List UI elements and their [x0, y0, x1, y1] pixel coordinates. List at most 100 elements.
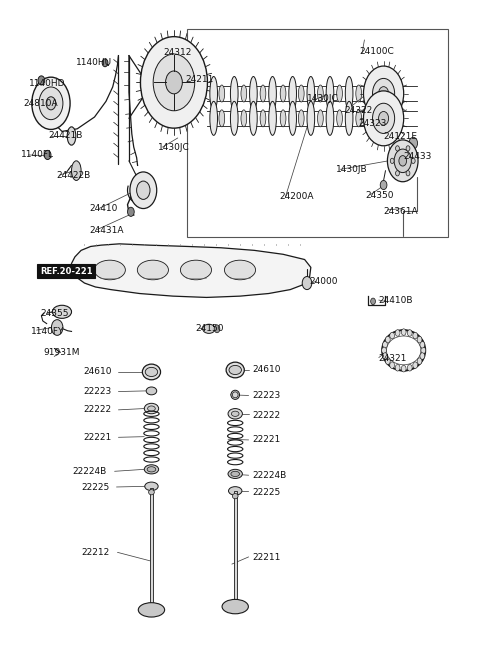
Ellipse shape — [229, 365, 241, 375]
Ellipse shape — [356, 110, 361, 127]
Circle shape — [394, 149, 411, 173]
Circle shape — [166, 71, 182, 94]
Circle shape — [395, 365, 400, 371]
Circle shape — [363, 66, 404, 121]
Text: 24323: 24323 — [359, 119, 387, 128]
Text: 24150: 24150 — [195, 324, 224, 333]
Text: 24000: 24000 — [310, 277, 338, 286]
Text: 22225: 22225 — [252, 488, 280, 496]
Ellipse shape — [307, 77, 315, 111]
Circle shape — [408, 365, 412, 371]
Ellipse shape — [145, 482, 158, 491]
Circle shape — [380, 180, 387, 189]
Text: 24211: 24211 — [185, 75, 214, 84]
Circle shape — [363, 91, 404, 146]
Circle shape — [396, 146, 399, 151]
Text: 91931M: 91931M — [44, 348, 80, 357]
Text: 22221: 22221 — [252, 436, 280, 445]
FancyBboxPatch shape — [37, 264, 96, 278]
Circle shape — [390, 362, 395, 369]
Ellipse shape — [250, 102, 257, 136]
Circle shape — [420, 353, 425, 360]
Circle shape — [141, 37, 207, 128]
Ellipse shape — [231, 472, 240, 477]
Circle shape — [46, 97, 56, 110]
Ellipse shape — [269, 102, 276, 136]
Text: 22224B: 22224B — [252, 471, 286, 479]
Circle shape — [39, 87, 63, 120]
Circle shape — [379, 111, 389, 125]
Ellipse shape — [145, 367, 157, 377]
Text: 1430JC: 1430JC — [307, 94, 339, 103]
Bar — [234, 491, 237, 605]
Text: 22225: 22225 — [82, 483, 110, 492]
Ellipse shape — [280, 85, 286, 102]
Circle shape — [387, 140, 418, 181]
Circle shape — [406, 146, 410, 151]
Text: 24350: 24350 — [365, 191, 394, 200]
Text: 24431A: 24431A — [90, 226, 124, 235]
Circle shape — [417, 358, 422, 364]
Circle shape — [137, 181, 150, 199]
Ellipse shape — [356, 85, 361, 102]
Ellipse shape — [299, 85, 304, 102]
Text: 24322: 24322 — [344, 106, 372, 115]
Circle shape — [383, 353, 387, 360]
Ellipse shape — [345, 102, 353, 136]
Text: 22224B: 22224B — [72, 467, 107, 476]
Circle shape — [421, 347, 426, 354]
Ellipse shape — [318, 110, 323, 127]
Ellipse shape — [144, 465, 158, 474]
Ellipse shape — [149, 489, 155, 495]
Ellipse shape — [137, 260, 168, 280]
Text: 22222: 22222 — [252, 411, 280, 420]
Ellipse shape — [210, 77, 217, 111]
Ellipse shape — [250, 77, 257, 111]
Circle shape — [44, 151, 51, 160]
Circle shape — [214, 325, 220, 333]
Ellipse shape — [219, 110, 225, 127]
Ellipse shape — [67, 127, 76, 145]
Circle shape — [102, 59, 108, 67]
Ellipse shape — [345, 77, 353, 111]
Text: 22223: 22223 — [84, 387, 112, 396]
Ellipse shape — [228, 409, 242, 419]
Circle shape — [32, 77, 70, 130]
Text: 22221: 22221 — [84, 433, 112, 442]
Ellipse shape — [231, 411, 239, 417]
Ellipse shape — [336, 85, 342, 102]
Text: 22223: 22223 — [252, 391, 280, 400]
Ellipse shape — [326, 102, 334, 136]
Circle shape — [390, 332, 395, 339]
Ellipse shape — [241, 85, 247, 102]
Ellipse shape — [230, 102, 238, 136]
Text: 24321: 24321 — [379, 354, 407, 364]
Circle shape — [408, 329, 412, 336]
Ellipse shape — [318, 85, 323, 102]
Circle shape — [302, 276, 312, 290]
Ellipse shape — [225, 260, 255, 280]
Circle shape — [371, 298, 375, 305]
Text: 22212: 22212 — [82, 548, 110, 557]
Ellipse shape — [147, 467, 156, 472]
Ellipse shape — [307, 102, 315, 136]
Circle shape — [51, 320, 63, 335]
Ellipse shape — [230, 77, 238, 111]
Circle shape — [372, 79, 395, 109]
Circle shape — [372, 103, 395, 134]
Ellipse shape — [336, 110, 342, 127]
Ellipse shape — [203, 324, 215, 333]
Circle shape — [128, 207, 134, 216]
Ellipse shape — [299, 110, 304, 127]
Ellipse shape — [210, 102, 217, 136]
Ellipse shape — [228, 470, 242, 479]
Ellipse shape — [180, 260, 212, 280]
Circle shape — [382, 347, 386, 354]
Circle shape — [390, 159, 394, 164]
Text: 24810A: 24810A — [24, 99, 58, 108]
Ellipse shape — [241, 110, 247, 127]
Circle shape — [379, 86, 389, 100]
Circle shape — [401, 329, 406, 335]
Bar — [150, 487, 153, 608]
Text: 24200A: 24200A — [279, 193, 314, 201]
